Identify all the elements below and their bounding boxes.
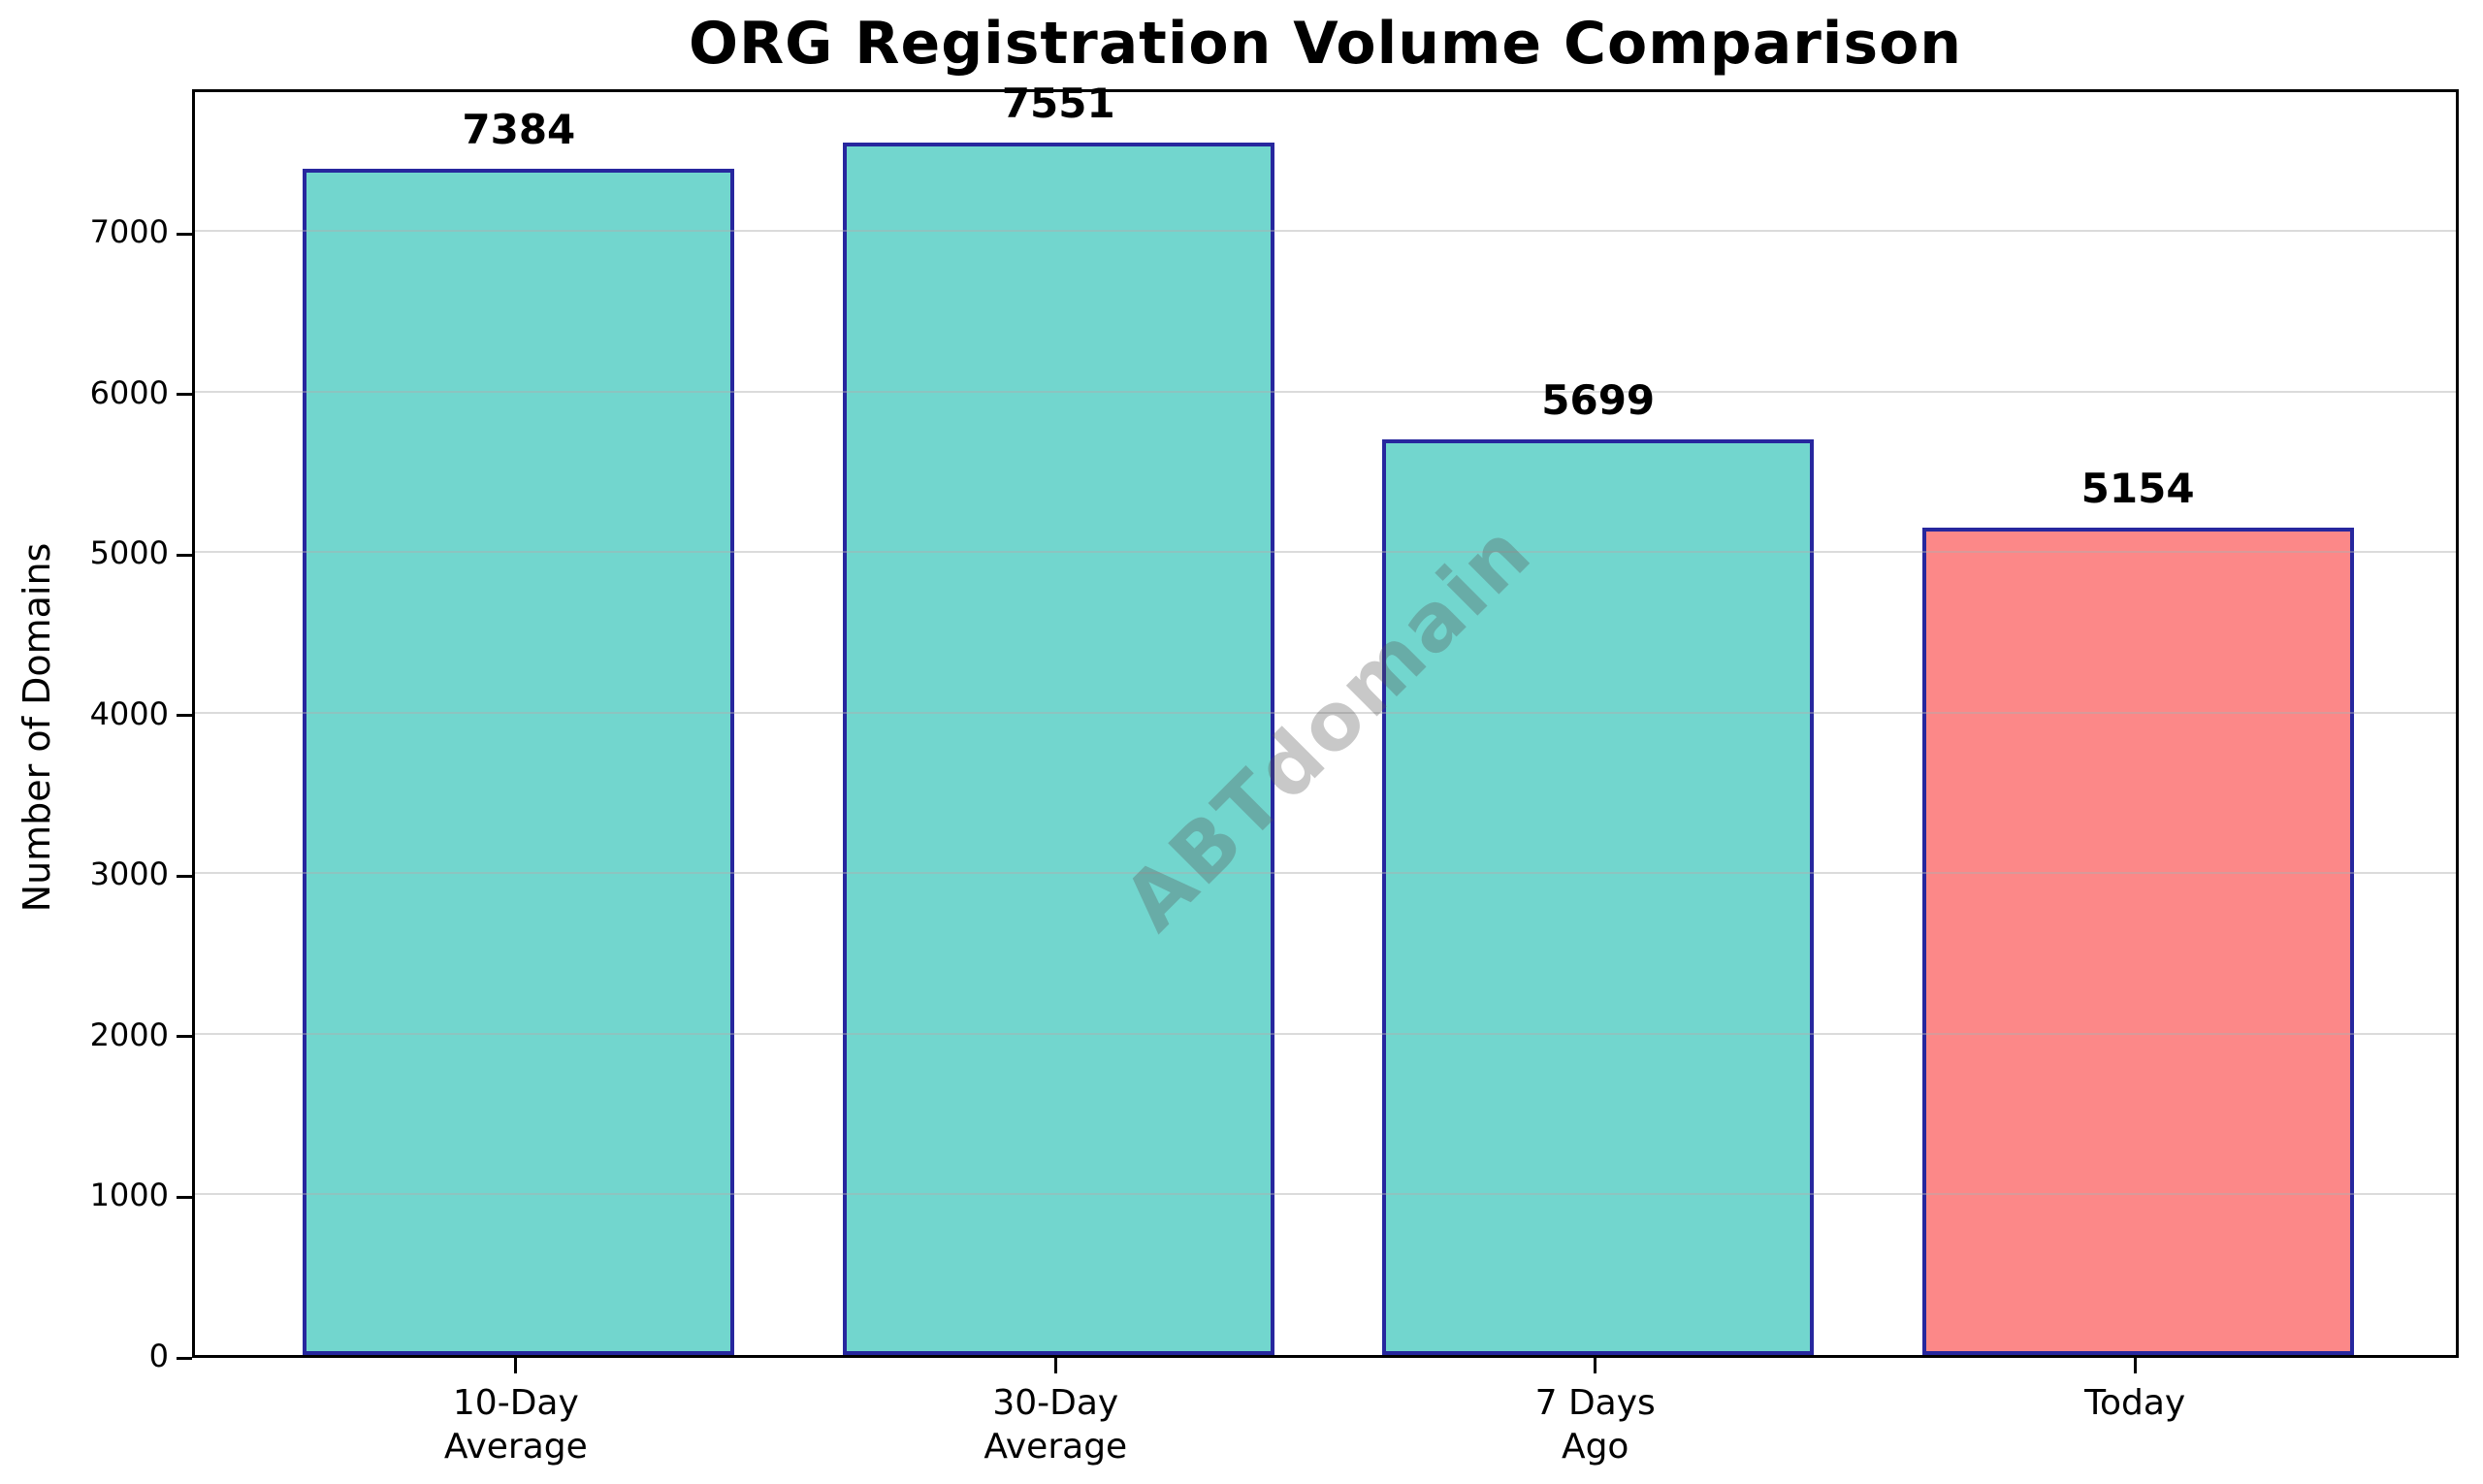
bar-value-label: 7384 [462,106,576,154]
x-tick-label-line: Ago [1561,1427,1629,1467]
bar [1382,439,1815,1355]
y-tick-mark [177,1195,192,1199]
y-tick-mark [177,1356,192,1360]
x-tick-mark [1594,1358,1597,1373]
y-tick-mark [177,714,192,718]
y-tick-mark [177,393,192,397]
bar-value-label: 5154 [2080,464,2195,512]
y-tick-label: 3000 [89,855,169,893]
bar [1921,527,2354,1355]
plot-area: ABTdomain 7384 7551 5699 5154 [192,80,2459,1358]
chart-title: ORG Registration Volume Comparison [688,10,1963,78]
y-tick-label: 4000 [89,694,169,732]
y-tick-label: 1000 [89,1177,169,1214]
y-tick-label: 6000 [89,373,169,411]
x-tick-label-line: 7 Days [1534,1383,1656,1423]
x-tick-label-line: Average [443,1427,588,1467]
x-tick-label-line: 30-Day [992,1383,1119,1423]
y-tick-label: 0 [148,1338,169,1374]
y-tick-label: 7000 [89,213,169,250]
x-tick-label-line: Today [2084,1383,2186,1423]
y-tick-mark [177,1035,192,1039]
y-tick-mark [177,232,192,236]
y-tick-mark [177,874,192,878]
x-tick-mark [2133,1358,2137,1373]
bar [842,142,1274,1355]
x-tick-mark [1053,1358,1057,1373]
x-tick-label: 10-Day Average [244,1381,788,1468]
y-tick-mark [177,553,192,557]
y-tick-label: 5000 [89,534,169,572]
x-tick-label: 30-Day Average [784,1381,1327,1468]
x-tick-label-line: Average [984,1427,1128,1467]
x-tick-label: Today [1863,1381,2406,1425]
bar-value-label: 5699 [1541,376,1656,425]
x-tick-label: 7 Days Ago [1324,1381,1867,1468]
bar [303,169,735,1355]
bar-value-label: 7551 [1001,79,1115,127]
y-tick-label: 2000 [89,1016,169,1053]
x-tick-mark [514,1358,518,1373]
x-tick-label-line: 10-Day [452,1383,579,1423]
